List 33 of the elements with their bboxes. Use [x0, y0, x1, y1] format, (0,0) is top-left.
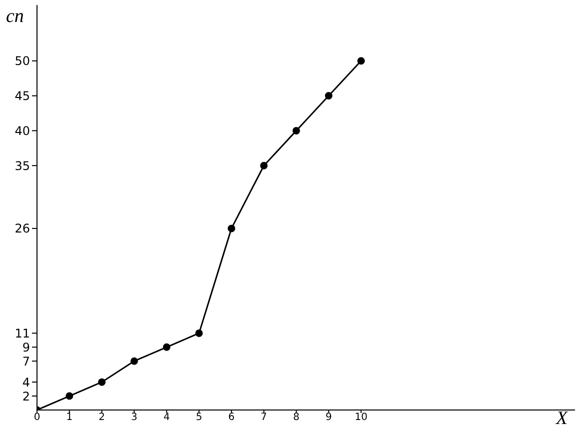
x-tick-label: 7 [260, 412, 268, 424]
y-tick-label: 35 [14, 158, 30, 173]
y-tick-label: 11 [14, 326, 30, 340]
point [357, 57, 365, 65]
point [292, 126, 300, 134]
y-axis-title: cn [6, 6, 24, 28]
x-tick-label: 1 [66, 412, 73, 424]
x-tick-label: 0 [34, 412, 40, 424]
point [162, 343, 170, 351]
point [195, 329, 203, 337]
x-tick-label: 3 [131, 412, 138, 424]
x-axis-title: X [556, 408, 568, 430]
y-tick-label: 40 [14, 124, 30, 138]
y-tick-label: 7 [22, 354, 30, 368]
point [324, 92, 332, 100]
y-tick-label: 4 [22, 375, 30, 390]
y-tick-label: 45 [14, 89, 30, 104]
x-tick-label: 9 [326, 412, 332, 424]
x-tick-label: 8 [293, 412, 300, 424]
point [228, 224, 236, 232]
x-tick-label: 4 [163, 412, 170, 424]
y-tick-label: 26 [14, 222, 30, 236]
x-tick-label: 5 [196, 412, 202, 424]
point [260, 162, 268, 170]
x-tick-label: 10 [354, 412, 368, 424]
y-tick-label: 2 [22, 389, 30, 404]
x-tick-label: 6 [228, 412, 235, 424]
x-tick-label: 2 [98, 412, 106, 424]
point [130, 357, 138, 365]
y-tick-label: 50 [14, 54, 30, 68]
point [66, 392, 74, 400]
point [98, 378, 106, 386]
y-tick-label: 9 [22, 340, 30, 354]
